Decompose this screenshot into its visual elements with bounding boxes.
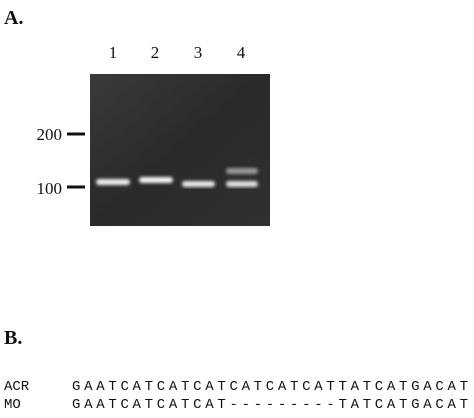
gel-background [90, 74, 270, 226]
bands [96, 168, 258, 187]
band [226, 181, 258, 187]
sequence: GAATCATCATCATCATCATCATTATCATGACAT [72, 379, 468, 395]
lane-labels: 1 2 3 4 [109, 43, 246, 62]
sequence: GAATCATCATCAT---------TATCATGACAT [72, 397, 468, 413]
lane-label: 4 [237, 43, 246, 62]
alignment: ACR GAATCATCATCATCATCATCATTATCATGACAT MO… [4, 379, 468, 413]
marker-label: 200 [37, 125, 63, 144]
panel-a-label: A. [4, 7, 23, 29]
size-markers: 200 100 [37, 125, 85, 198]
sequence-name: MO [4, 397, 21, 413]
band [226, 168, 258, 174]
gel-image [90, 74, 270, 226]
lane-label: 1 [109, 43, 118, 62]
marker-label: 100 [37, 179, 63, 198]
band [96, 179, 130, 185]
sequence-name: ACR [4, 379, 30, 395]
lane-label: 3 [194, 43, 203, 62]
band [139, 177, 173, 183]
lane-label: 2 [151, 43, 160, 62]
band [182, 181, 215, 187]
panel-b-label: B. [4, 327, 22, 349]
